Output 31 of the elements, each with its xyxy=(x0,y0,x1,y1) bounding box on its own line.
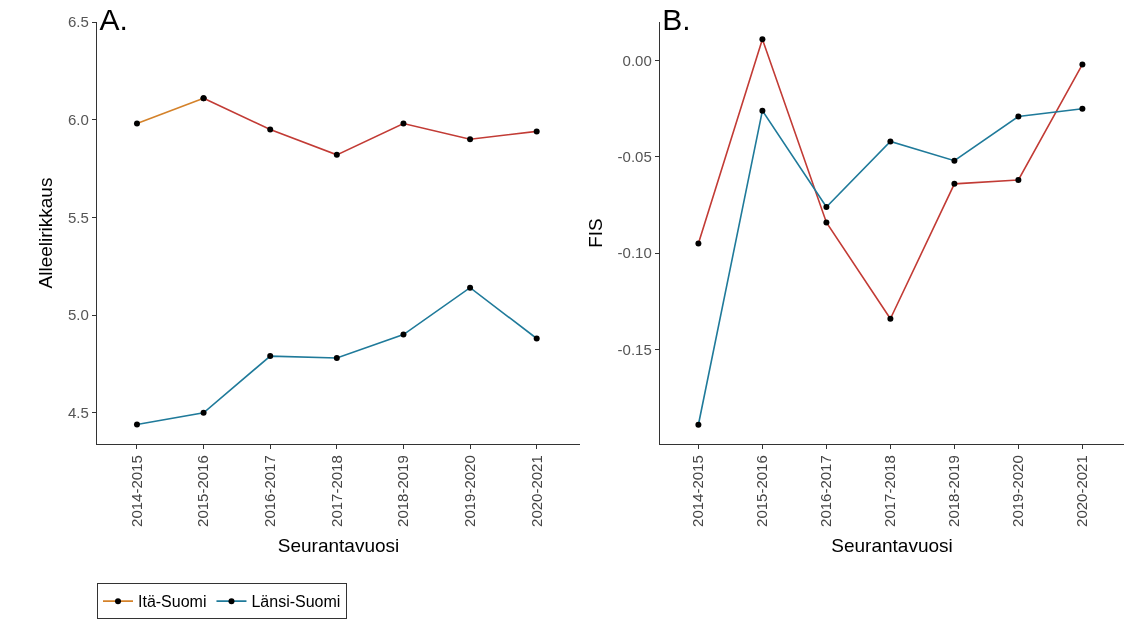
x-axis-title: Seurantavuosi xyxy=(277,534,400,556)
x-tick-label: 2019-2020 xyxy=(1009,455,1027,527)
x-tick-label: 2018-2019 xyxy=(394,455,412,527)
y-tick-label: 5.0 xyxy=(67,306,89,324)
x-axis-title: Seurantavuosi xyxy=(831,534,953,556)
x-tick-label: 2015-2016 xyxy=(194,455,212,527)
x-tick-label: 2018-2019 xyxy=(945,455,963,527)
x-tick-label: 2019-2020 xyxy=(460,455,478,527)
y-axis-title: Alleelirikkaus xyxy=(34,177,56,289)
y-tick-label: 0.00 xyxy=(622,51,652,69)
x-tick-label: 2020-2021 xyxy=(1073,455,1091,527)
y-tick-label: -0.15 xyxy=(617,340,652,358)
legend-label: Länsi-Suomi xyxy=(251,593,341,611)
y-tick-label: 4.5 xyxy=(67,403,89,421)
x-tick-label: 2016-2017 xyxy=(261,455,279,527)
x-tick-label: 2014-2015 xyxy=(127,455,145,527)
x-tick-label: 2016-2017 xyxy=(817,455,835,527)
x-tick-label: 2015-2016 xyxy=(753,455,771,527)
y-axis-title: FIS xyxy=(584,218,606,248)
chart-title: B. xyxy=(662,3,691,37)
x-tick-label: 2017-2018 xyxy=(881,455,899,527)
y-tick-label: -0.10 xyxy=(617,244,652,262)
x-tick-label: 2020-2021 xyxy=(527,455,545,527)
y-tick-label: 6.0 xyxy=(67,110,89,128)
x-tick-label: 2017-2018 xyxy=(327,455,345,527)
chart-title: A. xyxy=(99,3,128,37)
y-tick-label: 5.5 xyxy=(67,208,89,226)
y-tick-label: 6.5 xyxy=(67,13,89,31)
legend-label: Itä-Suomi xyxy=(138,593,207,611)
x-tick-label: 2014-2015 xyxy=(689,455,707,527)
y-tick-label: -0.05 xyxy=(617,148,652,166)
